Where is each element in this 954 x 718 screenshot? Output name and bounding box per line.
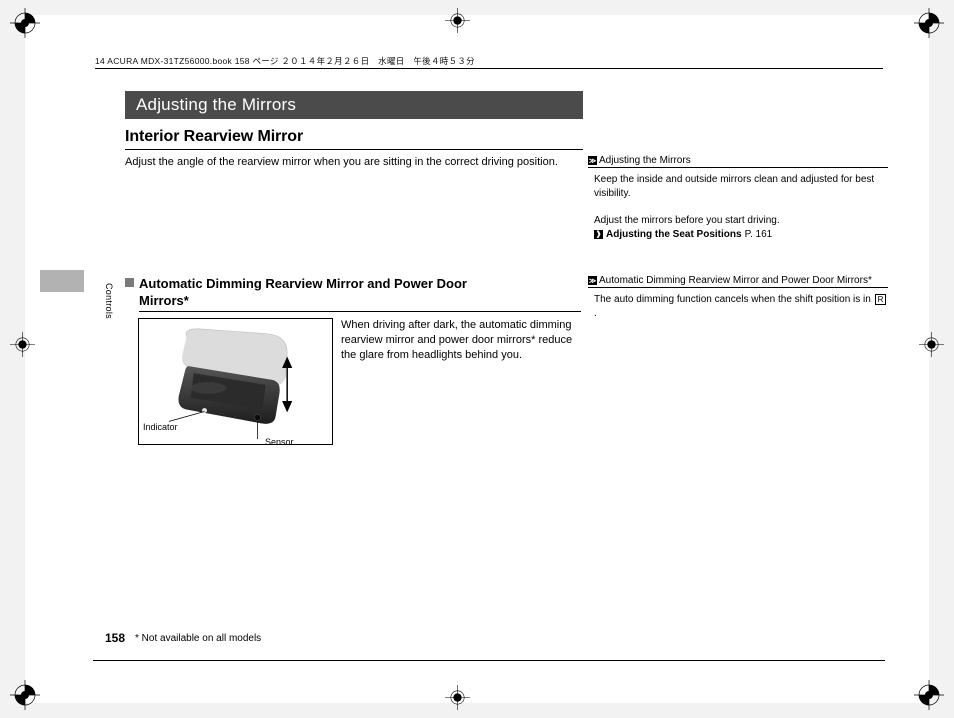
sidebar-2-body: The auto dimming function cancels when t…	[594, 293, 888, 320]
crop-mark-icon	[914, 8, 944, 38]
crop-mark-icon	[445, 8, 470, 33]
chapter-title: Adjusting the Mirrors	[125, 91, 583, 119]
crop-mark-icon	[10, 332, 35, 357]
sidebar-1-title: Adjusting the Mirrors	[599, 155, 691, 166]
sidebar-2-body-post: .	[594, 308, 597, 319]
crop-mark-icon	[10, 8, 40, 38]
sidebar-2-title: Automatic Dimming Rearview Mirror and Po…	[599, 275, 872, 286]
subsection-heading-line2: Mirrors*	[139, 293, 583, 309]
crossref-title: Adjusting the Seat Positions	[606, 229, 742, 240]
mirror-description: When driving after dark, the automatic d…	[341, 318, 586, 363]
sidebar-1-body-2: Adjust the mirrors before you start driv…	[594, 214, 888, 228]
shift-position-box: R	[875, 294, 887, 305]
crossref-icon: ❱	[594, 230, 603, 239]
figure-label-sensor: Sensor	[265, 437, 294, 447]
subsection-heading-line1: Automatic Dimming Rearview Mirror and Po…	[139, 276, 467, 291]
subsection-rule	[139, 311, 581, 312]
intro-paragraph: Adjust the angle of the rearview mirror …	[125, 155, 580, 170]
sidebar-note-1: ≫ Adjusting the Mirrors Keep the inside …	[588, 155, 888, 240]
page: 14 ACURA MDX-31TZ56000.book 158 ページ ２０１４…	[25, 15, 929, 703]
section-tab	[40, 270, 84, 292]
crop-mark-icon	[445, 685, 470, 710]
section-tab-label: Controls	[104, 283, 114, 319]
crop-mark-icon	[914, 680, 944, 710]
info-icon: ≫	[588, 156, 597, 165]
sidebar-note-2: ≫ Automatic Dimming Rearview Mirror and …	[588, 275, 888, 320]
footnote: * Not available on all models	[135, 633, 261, 644]
footer-rule	[93, 660, 885, 661]
sidebar-1-body-1: Keep the inside and outside mirrors clea…	[594, 173, 888, 200]
header-rule	[95, 68, 883, 69]
crop-mark-icon	[10, 680, 40, 710]
subsection: Automatic Dimming Rearview Mirror and Po…	[125, 275, 583, 312]
crop-header-text: 14 ACURA MDX-31TZ56000.book 158 ページ ２０１４…	[95, 55, 475, 67]
page-number: 158	[105, 631, 125, 645]
sidebar-1-crossref: ❱ Adjusting the Seat Positions P. 161	[594, 229, 888, 240]
sidebar-2-heading: ≫ Automatic Dimming Rearview Mirror and …	[588, 275, 888, 288]
square-bullet-icon	[125, 278, 134, 287]
crop-mark-icon	[919, 332, 944, 357]
crossref-page: P. 161	[745, 229, 773, 240]
sidebar-2-body-pre: The auto dimming function cancels when t…	[594, 294, 874, 305]
figure-label-indicator: Indicator	[143, 422, 178, 432]
sidebar-1-heading: ≫ Adjusting the Mirrors	[588, 155, 888, 168]
section-rule	[125, 149, 583, 150]
info-icon: ≫	[588, 276, 597, 285]
section-heading: Interior Rearview Mirror	[125, 128, 303, 146]
